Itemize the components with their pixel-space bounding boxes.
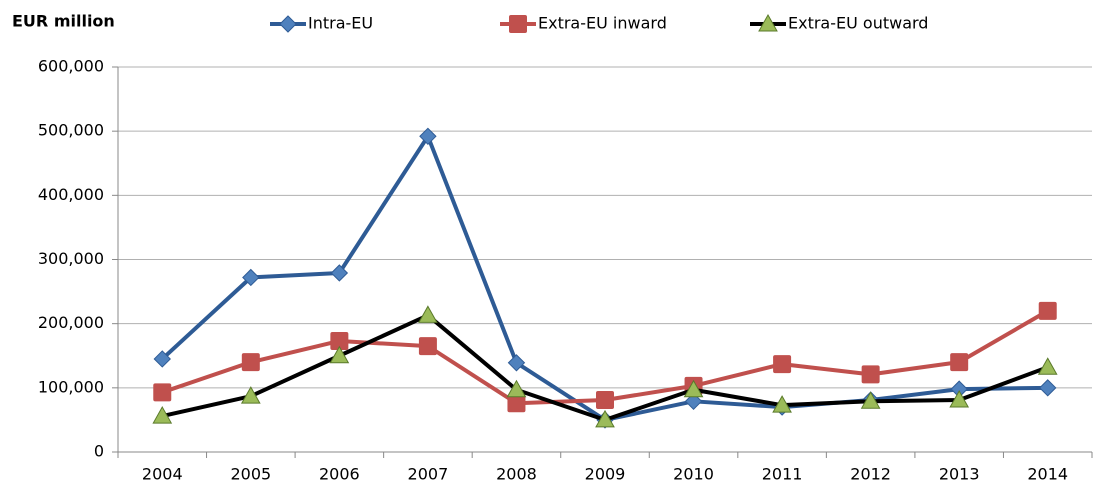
data-point [241, 353, 260, 372]
data-point [595, 409, 615, 428]
data-point [596, 391, 614, 410]
data-point [419, 127, 437, 146]
data-point [684, 392, 703, 411]
legend-marker [279, 15, 297, 33]
x-tick-label: 2011 [762, 465, 803, 483]
data-point [418, 337, 437, 356]
data-point [1038, 301, 1057, 320]
data-point [506, 379, 527, 398]
x-tick-label: 2014 [1027, 465, 1068, 483]
x-tick-label: 2007 [408, 465, 449, 483]
data-point [330, 331, 349, 350]
y-tick-label: 600,000 [38, 57, 104, 76]
y-tick-label: 300,000 [38, 249, 104, 268]
legend-label: Extra-EU inward [538, 14, 667, 33]
data-point [507, 394, 526, 413]
data-point [330, 264, 349, 282]
y-tick-label: 400,000 [38, 185, 104, 204]
data-point [1037, 357, 1058, 375]
y-axis-label: EUR million [12, 12, 115, 31]
data-point [772, 395, 792, 413]
legend-label: Intra-EU [308, 14, 373, 33]
data-point [418, 305, 438, 323]
legend-marker [509, 15, 527, 33]
data-point [507, 354, 526, 372]
data-point [949, 390, 970, 408]
data-point [153, 383, 172, 402]
y-tick-label: 500,000 [38, 121, 104, 140]
x-tick-label: 2013 [939, 465, 980, 483]
x-tick-label: 2005 [230, 465, 271, 483]
x-tick-label: 2010 [673, 465, 714, 483]
data-point [860, 391, 881, 409]
x-tick-label: 2009 [585, 465, 626, 483]
x-tick-label: 2008 [496, 465, 537, 483]
y-tick-label: 200,000 [38, 313, 104, 332]
x-tick-label: 2004 [142, 465, 183, 483]
data-point [153, 350, 171, 368]
data-point [1039, 379, 1057, 397]
legend-marker [758, 13, 778, 32]
data-point [242, 268, 260, 287]
x-tick-label: 2012 [850, 465, 891, 483]
y-tick-label: 100,000 [38, 377, 104, 396]
legend-label: Extra-EU outward [788, 14, 928, 33]
x-tick-label: 2006 [319, 465, 360, 483]
data-point [773, 355, 792, 374]
data-point [683, 379, 704, 398]
data-point [329, 345, 350, 364]
data-point [152, 406, 173, 424]
series-line [161, 309, 1049, 406]
y-tick-label: 0 [94, 442, 104, 461]
data-point [861, 365, 880, 384]
data-point [240, 386, 261, 404]
data-point [950, 353, 969, 372]
